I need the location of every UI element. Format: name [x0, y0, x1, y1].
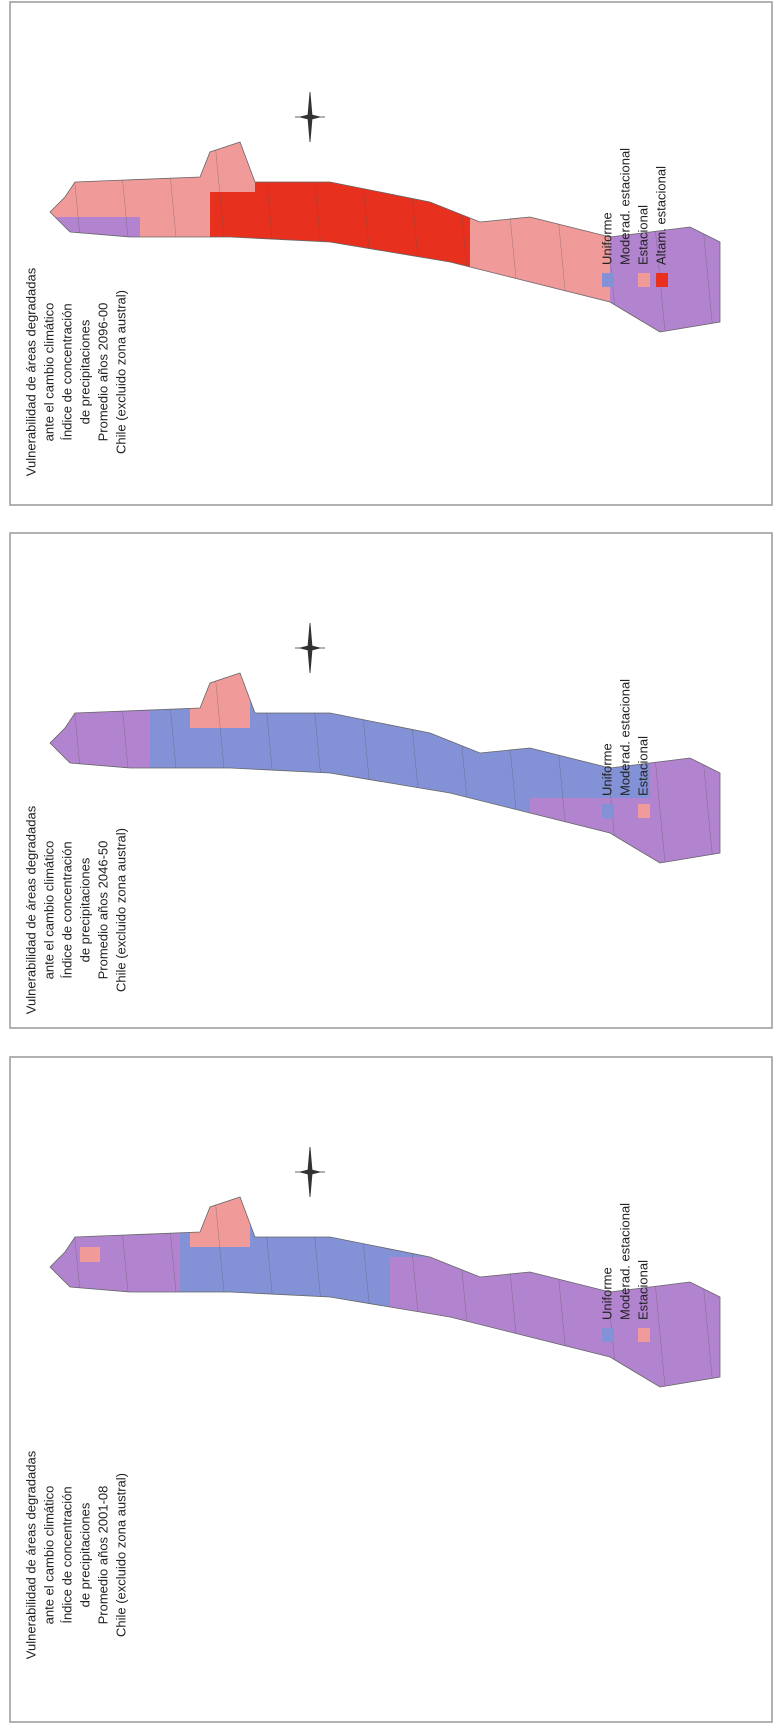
map-title-line: ante el cambio climático: [41, 303, 56, 442]
legend-swatch: [620, 1328, 632, 1342]
map-title-line: de precipitaciones: [77, 319, 92, 424]
legend-label: Altam. estacional: [653, 166, 668, 265]
legend-swatch: [602, 804, 614, 818]
legend-swatch: [620, 273, 632, 287]
legend-label: Estacional: [635, 1260, 650, 1320]
map-title-line: Chile (excluido zona austral): [113, 290, 128, 454]
legend-label: Moderad. estacional: [617, 1203, 632, 1320]
map-title-line: Vulnerabilidad de áreas degradadas: [23, 267, 38, 476]
legend-swatch: [620, 804, 632, 818]
legend-label: Moderad. estacional: [617, 148, 632, 265]
map-title-line: Promedio años 2046-50: [95, 841, 110, 980]
map-title-line: Promedio años 2001-08: [95, 1486, 110, 1625]
legend-label: Estacional: [635, 205, 650, 265]
legend-swatch: [602, 273, 614, 287]
map-title-line: de precipitaciones: [77, 857, 92, 962]
map-title-line: de precipitaciones: [77, 1502, 92, 1607]
legend-swatch: [638, 1328, 650, 1342]
map-title-line: Índice de concentración: [59, 303, 74, 440]
map-title-line: Chile (excluido zona austral): [113, 1473, 128, 1637]
legend-swatch: [638, 804, 650, 818]
map-title-line: ante el cambio climático: [41, 841, 56, 980]
map-title-line: Chile (excluido zona austral): [113, 828, 128, 992]
page: Vulnerabilidad de áreas degradadasante e…: [0, 0, 781, 1727]
map-title-line: Índice de concentración: [59, 1486, 74, 1623]
map-title-line: Vulnerabilidad de áreas degradadas: [23, 1450, 38, 1659]
legend-label: Estacional: [635, 736, 650, 796]
legend-label: Uniforme: [599, 212, 614, 265]
legend-swatch: [602, 1328, 614, 1342]
legend-label: Uniforme: [599, 743, 614, 796]
region: [80, 1247, 100, 1262]
legend-label: Moderad. estacional: [617, 679, 632, 796]
legend-swatch: [656, 273, 668, 287]
map-title-line: Vulnerabilidad de áreas degradadas: [23, 805, 38, 1014]
legend-swatch: [638, 273, 650, 287]
legend-label: Uniforme: [599, 1267, 614, 1320]
map-title-line: Promedio años 2096-00: [95, 303, 110, 442]
map-title-line: Índice de concentración: [59, 841, 74, 978]
map-title-line: ante el cambio climático: [41, 1486, 56, 1625]
